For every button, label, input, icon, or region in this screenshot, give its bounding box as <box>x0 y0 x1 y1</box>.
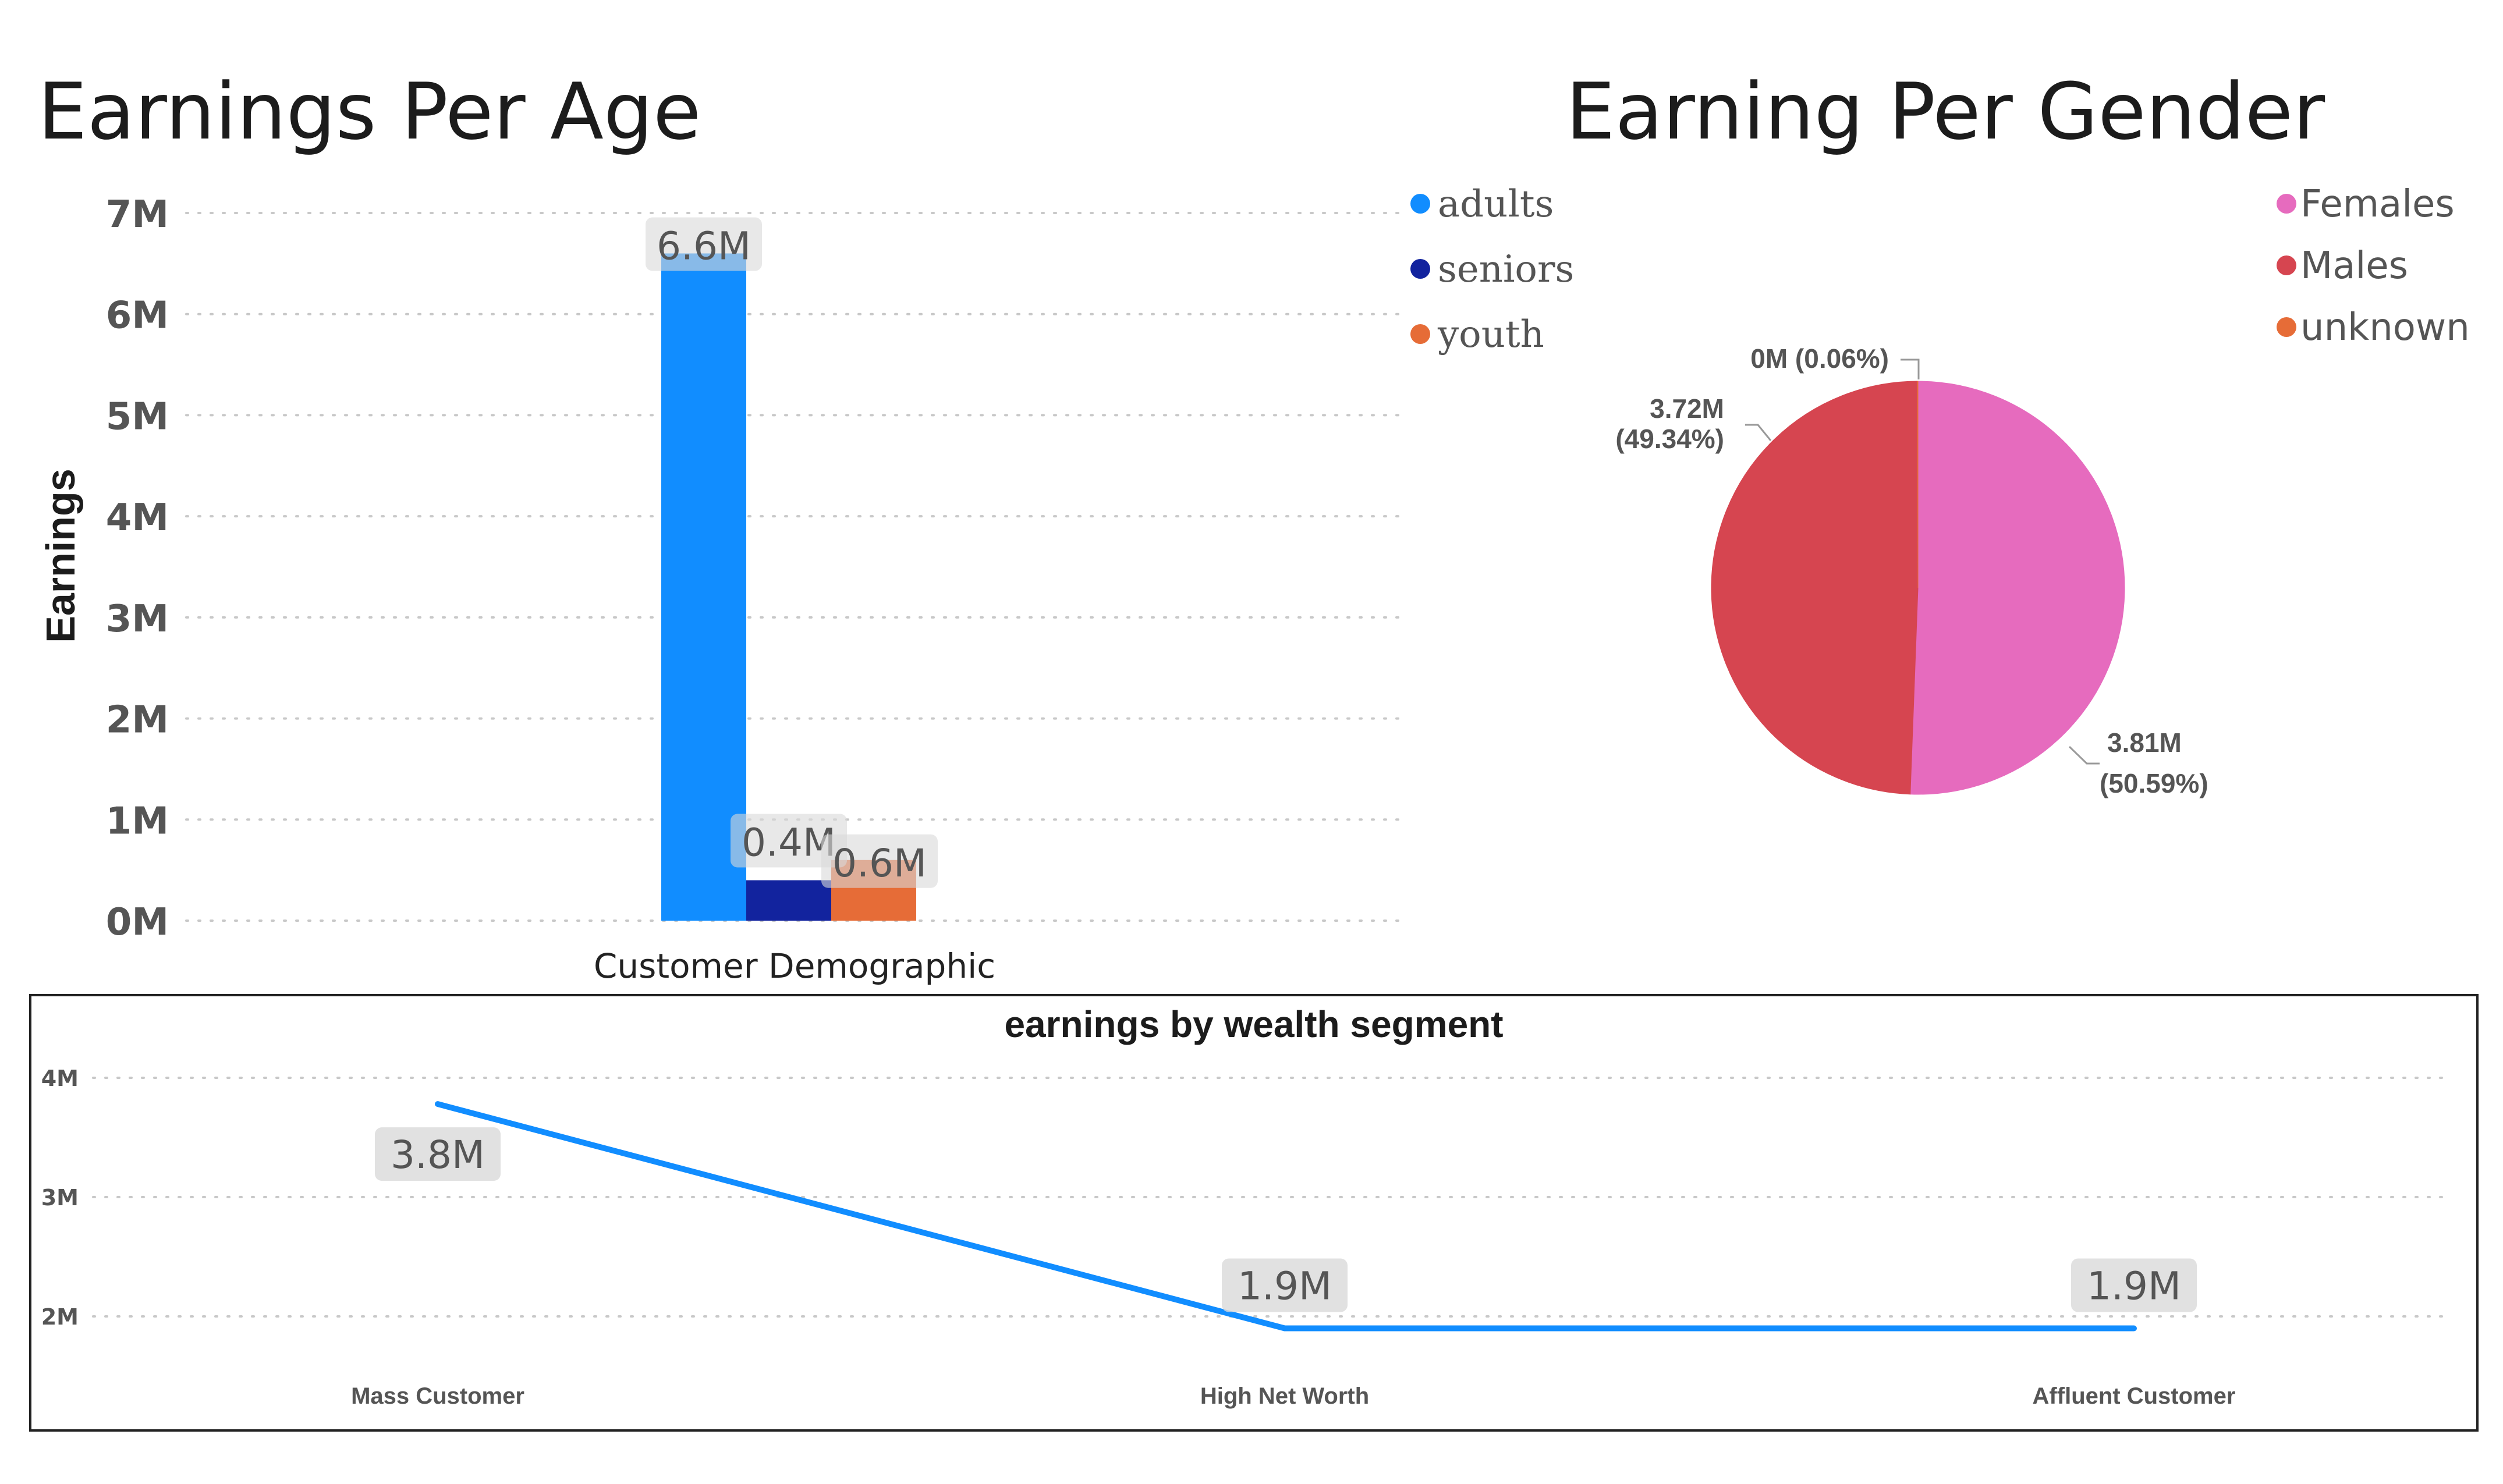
pie-legend-label: Females <box>2300 183 2455 226</box>
bar-data-label: 0.4M <box>742 821 836 865</box>
pie-data-label-percent: (49.34%) <box>1615 424 1724 454</box>
line-series-path <box>435 1101 2137 1332</box>
line-x-ticks: Mass Customer High Net Worth Affluent Cust… <box>351 1383 2235 1409</box>
bar-y-tick-label: 1M <box>106 800 169 843</box>
pie-slice-Males <box>1711 381 1919 795</box>
line-data-labels: 3.8M 1.9M 1.9M <box>375 1127 2197 1312</box>
pie-chart-title: Earning Per Gender <box>1566 66 2325 157</box>
bar-x-axis-label: Customer Demographic <box>594 946 995 986</box>
pie-legend-label: Males <box>2300 244 2408 287</box>
pie-slice-Females <box>1910 381 2125 795</box>
pie-legend: Females Males unknown <box>2277 183 2470 349</box>
bar-legend: adults seniors youth <box>1410 183 1574 356</box>
line-data-label-bg <box>2071 1258 2197 1312</box>
bar-legend-label: adults <box>1438 183 1554 226</box>
bar-data-label-bg <box>731 814 847 868</box>
bar-gridlines <box>185 212 1404 922</box>
bar-seniors <box>746 880 831 921</box>
bar-data-label-bg <box>821 834 938 888</box>
line-chart: earnings by wealth segment 2M 3M 4M 3.8M 1.… <box>29 994 2479 1432</box>
line-chart-title: earnings by wealth segment <box>1004 1003 1503 1045</box>
bar-y-tick-label: 5M <box>106 395 169 438</box>
bar-legend-marker-youth <box>1410 324 1430 344</box>
bar-legend-marker-adults <box>1410 194 1430 214</box>
bar-y-tick-label: 0M <box>106 901 169 944</box>
pie-labels: 3.81M (50.59%) 3.72M(49.34%) 0M (0.06%) <box>1615 343 2208 798</box>
line-series <box>435 1101 2137 1332</box>
bar-legend-label: youth <box>1437 313 1544 356</box>
bar-y-tick-label: 6M <box>106 294 169 338</box>
bar-chart-title: Earnings Per Age <box>38 66 701 157</box>
line-y-tick-label: 2M <box>41 1304 79 1330</box>
bar-data-label-bg <box>646 217 762 271</box>
bar-y-tick-label: 2M <box>106 699 169 742</box>
bar-marks: 6.6M 0.4M0.6M <box>646 217 938 921</box>
bar-y-axis-label: Earnings <box>38 468 83 643</box>
line-y-tick-label: 3M <box>41 1185 79 1210</box>
line-gridlines <box>92 1077 2452 1318</box>
pie-legend-marker-Females <box>2277 194 2296 214</box>
pie-data-label-percent: (50.59%) <box>2100 768 2208 798</box>
pie-data-label: 0M (0.06%) <box>1750 343 1889 374</box>
pie-slices <box>1711 381 2125 795</box>
line-data-label-bg <box>375 1127 501 1181</box>
bar-y-ticks: 0M 1M 2M 3M 4M 5M 6M 7M <box>106 193 169 944</box>
bar-y-tick-label: 4M <box>106 496 169 539</box>
bar-legend-label: seniors <box>1438 248 1574 291</box>
line-x-tick-label: Affluent Customer <box>2033 1383 2236 1409</box>
line-data-label: 3.8M <box>391 1132 485 1177</box>
line-data-label-bg <box>1222 1258 1348 1312</box>
bar-data-label: 0.6M <box>832 841 927 886</box>
pie-legend-label: unknown <box>2300 306 2470 349</box>
pie-leader-line <box>2068 745 2100 765</box>
line-data-label: 1.9M <box>2087 1264 2181 1309</box>
pie-chart: Earning Per Gender 3.81M (50.59%) 3.72M(49… <box>1566 66 2470 798</box>
line-data-label: 1.9M <box>1238 1264 1332 1309</box>
pie-legend-marker-Males <box>2277 255 2296 275</box>
line-y-ticks: 2M 3M 4M <box>41 1066 79 1330</box>
pie-data-label-value: 3.72M <box>1650 393 1724 424</box>
pie-legend-marker-unknown <box>2277 317 2296 337</box>
bar-adults <box>661 253 746 921</box>
pie-leader-line <box>1901 358 1920 379</box>
pie-leader-line <box>1745 424 1772 441</box>
pie-data-label-value: 3.81M <box>2107 727 2182 758</box>
pie-slice-unknown <box>1917 381 1919 588</box>
line-y-tick-label: 4M <box>41 1066 79 1091</box>
line-x-tick-label: Mass Customer <box>351 1383 524 1409</box>
bar-data-label: 6.6M <box>657 223 751 268</box>
bar-chart: Earnings Per Age 0M 1M 2M 3M 4M 5M 6M 7M Earnin… <box>38 66 1574 986</box>
bar-y-tick-label: 3M <box>106 598 169 641</box>
line-chart-frame <box>29 994 2479 1432</box>
bar-legend-marker-seniors <box>1410 259 1430 279</box>
bar-y-tick-label: 7M <box>106 193 169 236</box>
line-x-tick-label: High Net Worth <box>1200 1383 1369 1409</box>
